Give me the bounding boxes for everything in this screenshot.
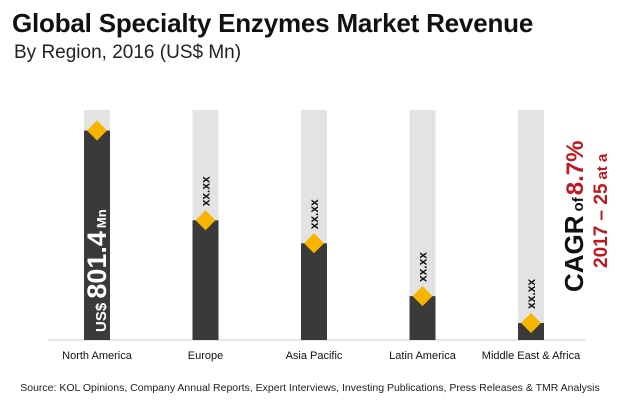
category-label: North America bbox=[62, 350, 133, 362]
category-label: Asia Pacific bbox=[286, 350, 343, 362]
bar-top-marker bbox=[195, 210, 216, 231]
chart-source: Source: KOL Opinions, Company Annual Rep… bbox=[20, 382, 600, 394]
cagr-period-label: 2017 – 25at a bbox=[591, 153, 612, 268]
bar-top-marker bbox=[521, 313, 541, 334]
bar-top-marker bbox=[304, 233, 324, 254]
bar-top-marker bbox=[412, 286, 433, 307]
bar-track bbox=[518, 110, 544, 340]
cagr-rate-label: CAGRof8.7% bbox=[559, 141, 589, 292]
bar-top-marker bbox=[87, 120, 107, 141]
value-label: xx.xx bbox=[416, 252, 430, 282]
bar-chart: North America US$ 801.4Mn Europe xx.xx Asia … bbox=[48, 110, 612, 362]
highlight-value-label: US$ 801.4Mn bbox=[82, 209, 112, 332]
category-label: Latin America bbox=[389, 350, 457, 362]
category-label: Middle East & Africa bbox=[482, 350, 581, 362]
value-label: xx.xx bbox=[199, 176, 213, 206]
value-label: xx.xx bbox=[307, 199, 321, 229]
chart-subtitle: By Region, 2016 (US$ Mn) bbox=[14, 42, 242, 63]
bar bbox=[84, 130, 110, 340]
bar bbox=[192, 220, 219, 340]
bar bbox=[301, 243, 327, 340]
value-label: xx.xx bbox=[524, 279, 538, 309]
chart-title: Global Specialty Enzymes Market Revenue bbox=[12, 8, 534, 38]
category-label: Europe bbox=[188, 350, 223, 362]
